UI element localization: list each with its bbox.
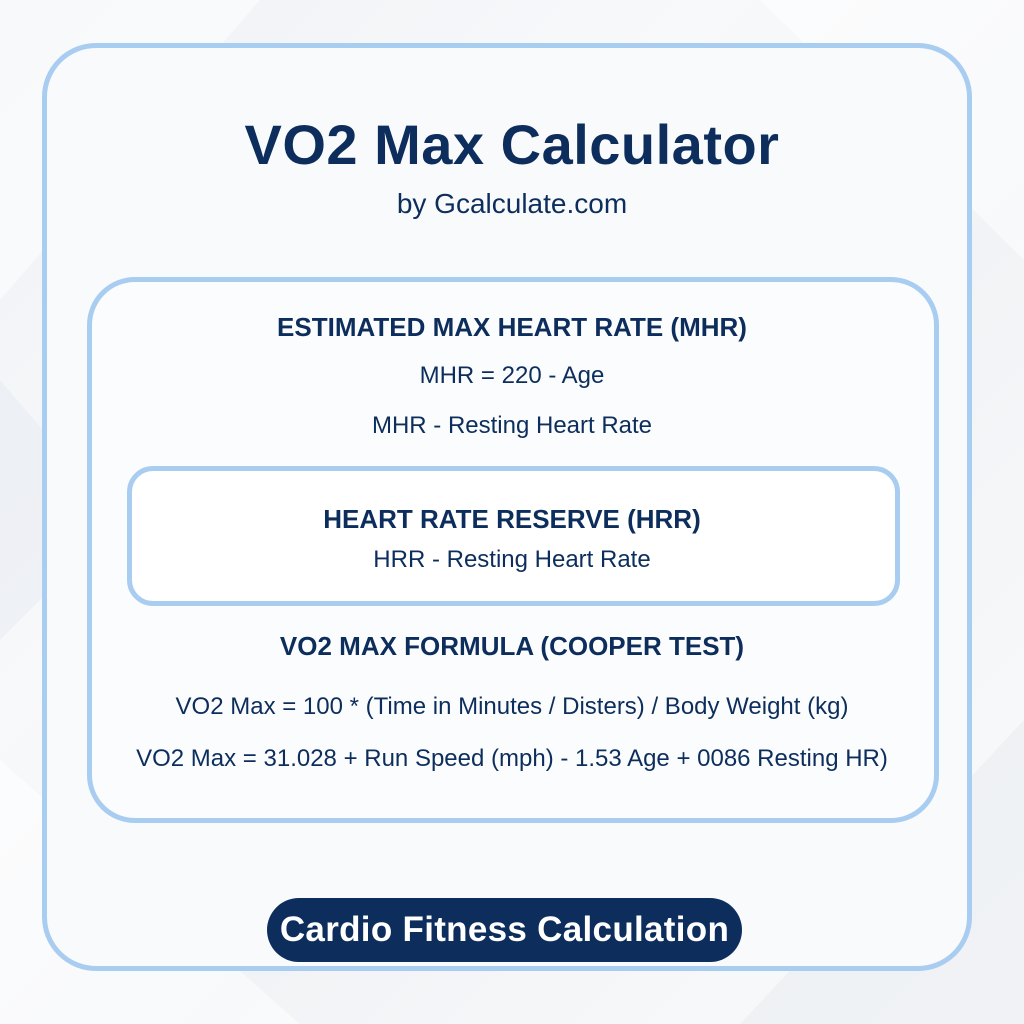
hrr-note: HRR - Resting Heart Rate — [373, 546, 651, 573]
vo2-formula-2: VO2 Max = 31.028 + Run Speed (mph) - 1.5… — [136, 745, 888, 772]
vo2-formula-1: VO2 Max = 100 * (Time in Minutes / Diste… — [175, 693, 849, 720]
mhr-heading: ESTIMATED MAX HEART RATE (MHR) — [277, 312, 747, 342]
hrr-box — [127, 466, 900, 606]
mhr-formula: MHR = 220 - Age — [419, 362, 605, 389]
vo2-heading: VO2 MAX FORMULA (COOPER TEST) — [279, 631, 745, 661]
mhr-note: MHR - Resting Heart Rate — [371, 412, 653, 439]
page-subtitle: by Gcalculate.com — [396, 188, 628, 219]
cardio-fitness-badge: Cardio Fitness Calculation — [267, 898, 742, 962]
hrr-heading: HEART RATE RESERVE (HRR) — [323, 504, 701, 534]
page-title: VO2 Max Calculator — [244, 113, 780, 176]
